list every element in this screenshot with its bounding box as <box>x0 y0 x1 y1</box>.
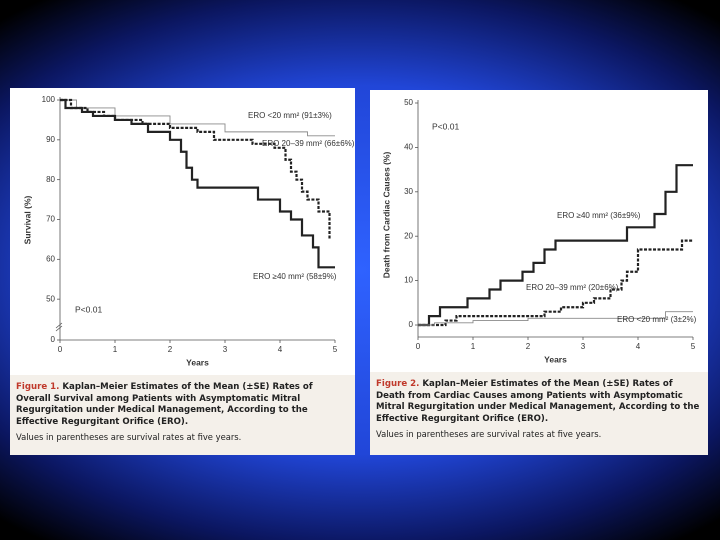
survival-curve <box>60 99 335 137</box>
x-tick-label: 5 <box>333 345 338 354</box>
x-tick-label: 3 <box>581 342 586 351</box>
y-tick-label: 20 <box>404 231 413 240</box>
x-tick-label: 0 <box>58 345 63 354</box>
y-tick-label: 90 <box>46 135 55 144</box>
y-tick-label: 0 <box>51 335 56 344</box>
caption-text: Kaplan–Meier Estimates of the Mean (±SE)… <box>16 382 313 427</box>
survival-curve <box>418 311 693 326</box>
x-axis-label: Years <box>186 357 209 367</box>
x-tick-label: 2 <box>526 342 531 351</box>
survival-curve <box>418 239 693 327</box>
series-label: ERO ≥40 mm² (36±9%) <box>557 211 641 220</box>
x-tick-label: 4 <box>636 342 641 351</box>
x-tick-label: 3 <box>223 345 228 354</box>
series-label: ERO <20 mm² (3±2%) <box>617 315 697 324</box>
caption-label: Figure 2. <box>376 379 420 389</box>
series-label: ERO 20–39 mm² (66±6%) <box>262 139 355 148</box>
y-tick-label: 30 <box>404 187 413 196</box>
x-axis-label: Years <box>544 354 567 364</box>
series-label: ERO 20–39 mm² (20±6%) <box>526 283 619 292</box>
x-tick-label: 1 <box>471 342 476 351</box>
y-tick-label: 70 <box>46 215 55 224</box>
series-label: ERO ≥40 mm² (58±9%) <box>253 272 337 281</box>
y-tick-label: 0 <box>409 320 414 329</box>
y-axis-label: Death from Cardiac Causes (%) <box>381 152 391 279</box>
annotation: P<0.01 <box>75 304 102 314</box>
y-tick-label: 80 <box>46 175 55 184</box>
x-tick-label: 5 <box>691 342 696 351</box>
caption: Figure 2. Kaplan–Meier Estimates of the … <box>370 372 708 455</box>
y-tick-label: 50 <box>46 294 55 303</box>
survival-curve <box>60 98 335 269</box>
caption: Figure 1. Kaplan–Meier Estimates of the … <box>10 375 355 455</box>
axis-break <box>55 322 63 332</box>
x-tick-label: 0 <box>416 342 421 351</box>
survival-curve <box>60 98 331 240</box>
y-tick-label: 10 <box>404 276 413 285</box>
y-tick-label: 50 <box>404 98 413 107</box>
y-tick-label: 60 <box>46 254 55 263</box>
caption-note: Values in parentheses are survival rates… <box>16 432 242 442</box>
caption-text: Kaplan–Meier Estimates of the Mean (±SE)… <box>376 379 700 424</box>
caption-note: Values in parentheses are survival rates… <box>376 429 602 439</box>
y-axis-label: Survival (%) <box>22 196 32 245</box>
annotation: P<0.01 <box>432 121 459 131</box>
x-tick-label: 1 <box>113 345 118 354</box>
y-tick-label: 40 <box>404 143 413 152</box>
caption-label: Figure 1. <box>16 382 60 392</box>
survival-curve <box>418 164 693 327</box>
series-label: ERO <20 mm² (91±3%) <box>248 111 332 120</box>
y-tick-label: 100 <box>42 95 56 104</box>
x-tick-label: 2 <box>168 345 173 354</box>
x-tick-label: 4 <box>278 345 283 354</box>
